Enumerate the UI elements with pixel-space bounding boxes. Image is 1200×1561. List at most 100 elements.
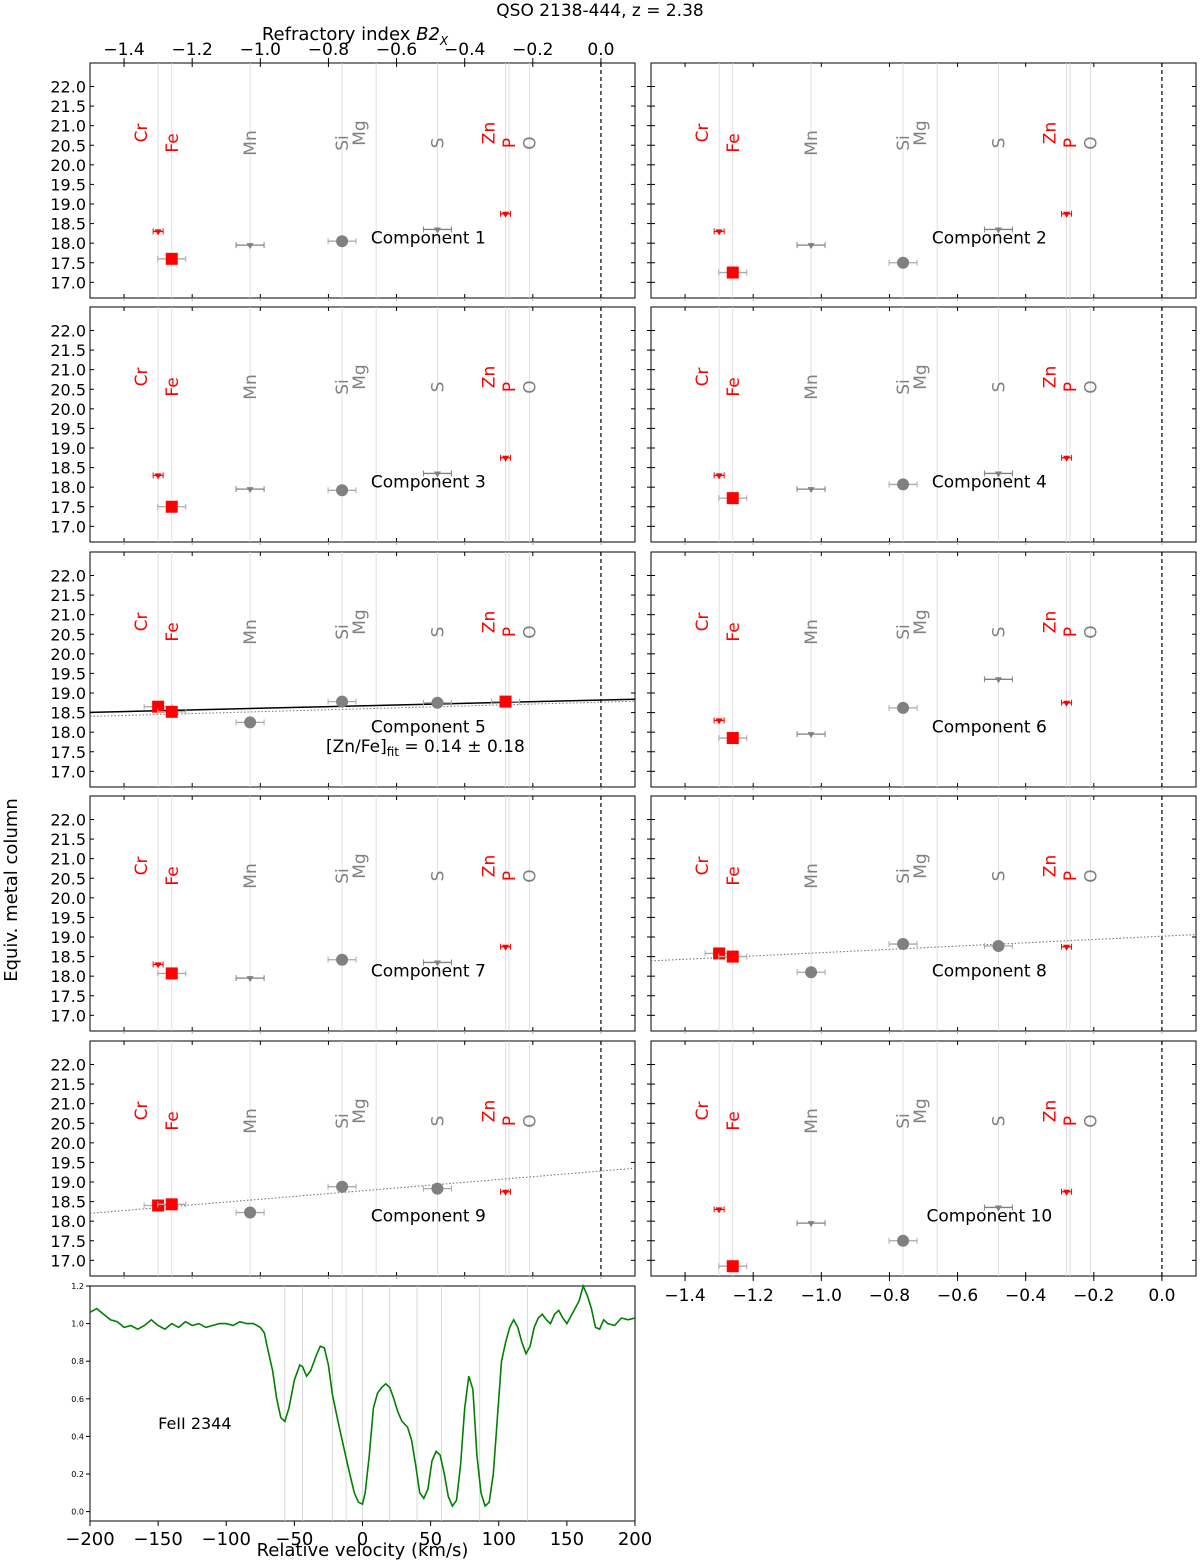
y-tick-label: 19.5 [50, 664, 86, 683]
y-tick-label: 22.0 [50, 78, 86, 97]
top-x-tick-label: 0.0 [587, 40, 614, 60]
element-label-zn: Zn [480, 855, 500, 877]
data-point-fe [165, 252, 178, 265]
data-point-si [897, 1234, 910, 1247]
element-label-mg: Mg [911, 853, 931, 878]
component-label: Component 4 [932, 472, 1047, 492]
y-tick-label: 19.5 [50, 419, 86, 438]
upper-limit-marker-cr [154, 229, 162, 236]
data-point-fe [165, 1198, 178, 1211]
fit-annotation-label: [Zn/Fe] [326, 737, 387, 757]
top-axis-label-main: Refractory index [262, 24, 416, 45]
data-point-zn [499, 695, 512, 708]
y-tick-label: 20.5 [50, 869, 86, 888]
y-tick-label: 18.0 [50, 723, 86, 742]
top-axis-label-var: B2 [416, 24, 440, 45]
fit-line [89, 698, 636, 714]
element-label-p: P [500, 627, 520, 637]
fit-line [89, 1167, 636, 1214]
element-label-o: O [520, 380, 540, 393]
upper-limit-marker-cr [715, 473, 723, 480]
spectrum-x-tick-label: −100 [202, 1529, 251, 1550]
upper-limit-marker-cr [154, 962, 162, 969]
element-label-zn: Zn [1041, 366, 1061, 388]
bottom-x-tick-label: −0.2 [1073, 1286, 1114, 1306]
upper-limit-marker-mn [807, 1221, 815, 1228]
element-label-si: Si [894, 624, 914, 640]
spectrum-x-tick-label: 50 [419, 1529, 442, 1550]
upper-limit-marker-zn [502, 455, 510, 462]
y-tick-label: 19.0 [50, 195, 86, 214]
top-x-tick-label: −1.4 [103, 40, 144, 60]
element-label-fe: Fe [163, 866, 183, 885]
element-label-mg: Mg [911, 1098, 931, 1123]
y-tick-label: 18.5 [50, 1193, 86, 1212]
data-point-fe [726, 266, 739, 279]
y-tick-label: 22.0 [50, 811, 86, 830]
y-tick-label: 18.0 [50, 967, 86, 986]
element-label-cr: Cr [693, 857, 713, 876]
upper-limit-marker-cr [715, 718, 723, 725]
y-tick-label: 18.5 [50, 459, 86, 478]
upper-limit-marker-zn [502, 944, 510, 951]
element-label-zn: Zn [480, 122, 500, 144]
fit-annotation-value: = 0.14 ± 0.18 [399, 737, 525, 757]
top-x-tick-label: −0.2 [512, 40, 553, 60]
data-point-si [336, 235, 349, 248]
element-label-mn: Mn [241, 374, 261, 399]
spectrum-x-tick-label: −150 [133, 1529, 182, 1550]
top-axis-label: Refractory index B2X [262, 24, 449, 48]
element-label-o: O [1081, 1114, 1101, 1127]
element-label-p: P [1061, 382, 1081, 392]
y-tick-label: 21.5 [50, 97, 86, 116]
y-tick-label: 17.0 [50, 517, 86, 536]
element-label-mn: Mn [241, 1108, 261, 1133]
data-point-si [897, 256, 910, 269]
component-label: Component 9 [371, 1206, 486, 1226]
bottom-x-tick-label: −0.4 [1005, 1286, 1046, 1306]
fit-annotation: [Zn/Fe]fit = 0.14 ± 0.18 [326, 737, 525, 759]
element-label-mg: Mg [911, 609, 931, 634]
upper-limit-marker-zn [502, 1189, 510, 1196]
y-tick-label: 19.5 [50, 175, 86, 194]
y-tick-label: 21.0 [50, 850, 86, 869]
element-label-mg: Mg [350, 120, 370, 145]
upper-limit-marker-cr [715, 229, 723, 236]
bottom-x-tick-label: −0.6 [937, 1286, 978, 1306]
element-label-fe: Fe [724, 133, 744, 152]
y-tick-label: 20.5 [50, 136, 86, 155]
upper-limit-marker-mn [246, 976, 254, 983]
element-label-mn: Mn [241, 130, 261, 155]
element-label-o: O [520, 1114, 540, 1127]
y-tick-label: 19.5 [50, 1153, 86, 1172]
element-label-p: P [1061, 871, 1081, 881]
spectrum-x-tick-label: −200 [65, 1529, 114, 1550]
data-point-fe [165, 500, 178, 513]
component-label: Component 5 [371, 717, 486, 737]
y-tick-label: 21.5 [50, 341, 86, 360]
y-axis-label: Equiv. metal column [1, 798, 22, 982]
element-label-mn: Mn [241, 619, 261, 644]
spectrum-x-tick-label: 100 [482, 1529, 516, 1550]
y-tick-label: 17.0 [50, 1006, 86, 1025]
y-tick-label: 17.0 [50, 273, 86, 292]
element-label-fe: Fe [163, 377, 183, 396]
spectrum-line [89, 1283, 636, 1508]
bottom-x-tick-label: −1.0 [801, 1286, 842, 1306]
y-tick-label: 19.0 [50, 439, 86, 458]
bottom-x-tick-label: 0.0 [1148, 1286, 1175, 1306]
component-label: Component 7 [371, 961, 486, 981]
upper-limit-marker-mn [807, 732, 815, 739]
top-x-tick-label: −1.2 [172, 40, 213, 60]
spectrum-y-tick-label: 0.2 [71, 1470, 84, 1479]
spectrum-y-tick-label: 1.0 [71, 1320, 84, 1329]
data-point-s [431, 696, 444, 709]
element-label-si: Si [894, 1113, 914, 1129]
top-x-tick-label: −1.0 [240, 40, 281, 60]
element-label-fe: Fe [724, 622, 744, 641]
